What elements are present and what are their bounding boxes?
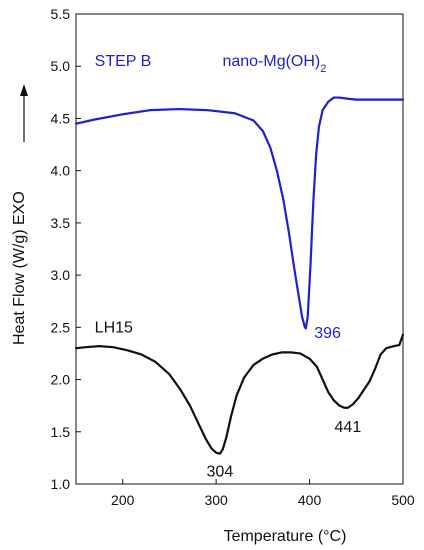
annotation-lh15-label: LH15 [95,320,133,337]
x-axis-label: Temperature (°C) [224,528,347,545]
series-line-nano [74,96,405,330]
x-axis-ticks: 200 300 400 500 [111,479,415,508]
x-tick-label: 300 [204,492,228,508]
exo-arrow-head [20,84,28,96]
y-tick-label: 1.5 [51,424,71,440]
y-tick-label: 5.5 [51,6,71,22]
y-axis-label-group: Heat Flow (W/g) EXO [11,84,28,345]
y-tick-label: 5.0 [51,58,71,74]
y-tick-label: 4.5 [51,110,71,126]
series-group [74,96,405,455]
annotation-nano-label: nano-Mg(OH)2 [222,53,326,75]
x-tick-label: 500 [391,492,415,508]
plot-area: 1.0 1.5 2.0 2.5 3.0 3.5 4.0 4.5 5.0 5.5 200 300 400… [51,6,415,508]
y-tick-label: 1.0 [51,476,71,492]
annotation-peak-441: 441 [335,419,362,436]
y-tick-label: 3.0 [51,267,71,283]
series-line-lh15 [74,333,405,455]
y-tick-label: 2.0 [51,372,71,388]
annotation-peak-396: 396 [314,325,341,342]
annotation-peak-304: 304 [207,464,234,481]
annotation-step: STEP B [95,53,152,70]
annotations-group: STEP B nano-Mg(OH)2 396 LH15 304 441 [95,53,362,480]
y-axis-ticks: 1.0 1.5 2.0 2.5 3.0 3.5 4.0 4.5 5.0 5.5 [51,6,81,492]
plot-frame [75,13,404,485]
x-tick-label: 200 [111,492,135,508]
y-tick-label: 3.5 [51,215,71,231]
y-axis-label: Heat Flow (W/g) EXO [11,191,28,345]
x-tick-label: 400 [298,492,322,508]
annotation-subscript: 2 [320,63,326,75]
y-tick-label: 4.0 [51,163,71,179]
y-tick-label: 2.5 [51,319,71,335]
